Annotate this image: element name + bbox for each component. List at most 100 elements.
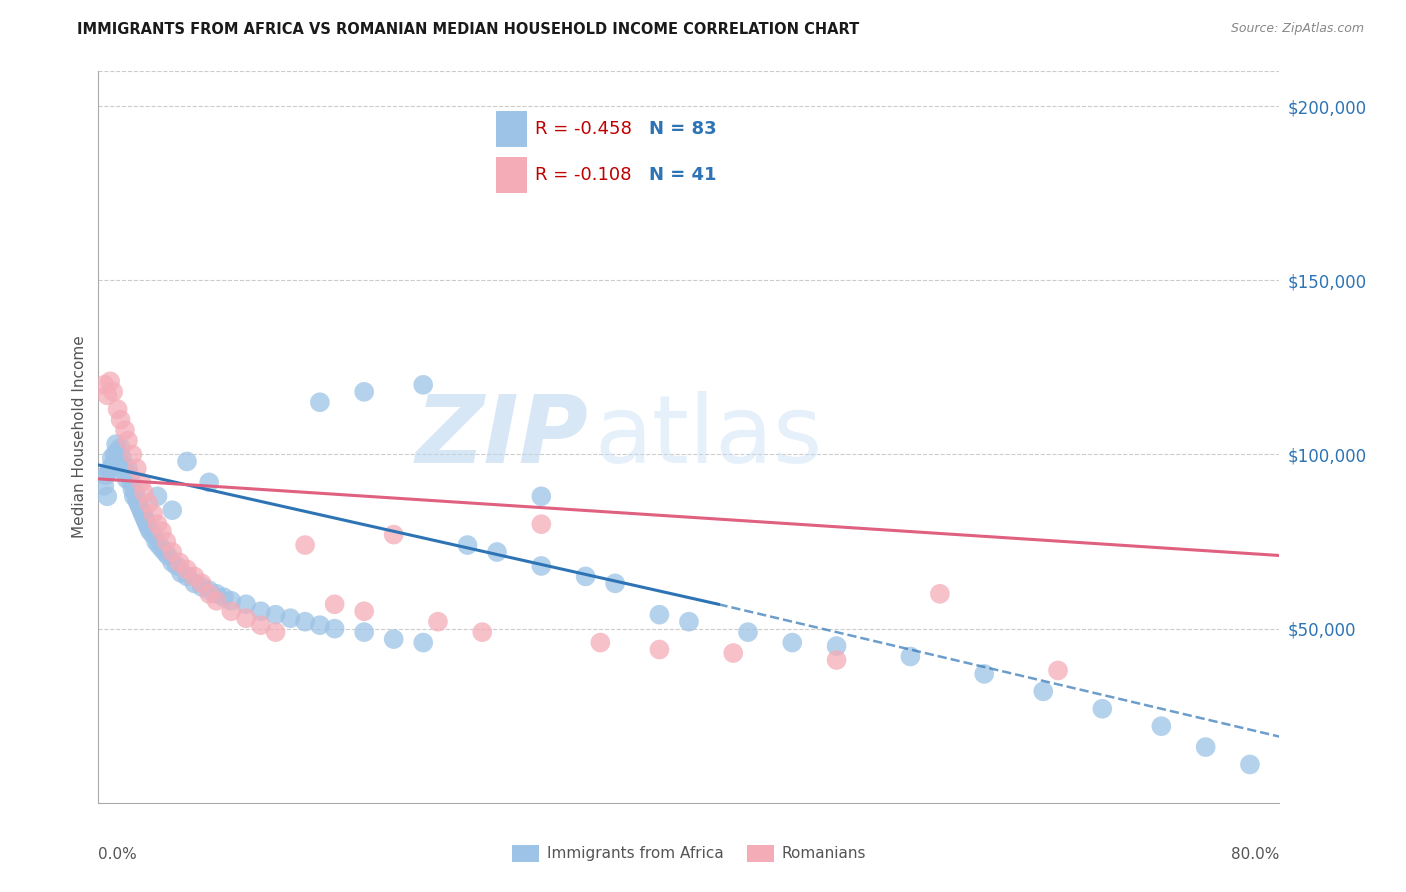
- Point: [309, 395, 332, 409]
- Point: [280, 611, 302, 625]
- Point: [678, 615, 700, 629]
- Point: [134, 485, 156, 500]
- Point: [353, 625, 375, 640]
- Point: [162, 503, 183, 517]
- Point: [589, 635, 612, 649]
- Point: [103, 384, 125, 399]
- Point: [176, 562, 198, 576]
- Point: [100, 450, 122, 465]
- Point: [114, 423, 136, 437]
- Point: [1047, 664, 1070, 678]
- Point: [382, 527, 405, 541]
- Point: [323, 597, 346, 611]
- Text: IMMIGRANTS FROM AFRICA VS ROMANIAN MEDIAN HOUSEHOLD INCOME CORRELATION CHART: IMMIGRANTS FROM AFRICA VS ROMANIAN MEDIA…: [77, 22, 859, 37]
- Point: [145, 534, 167, 549]
- Point: [929, 587, 952, 601]
- Point: [250, 604, 273, 618]
- Point: [128, 500, 150, 514]
- Point: [212, 591, 235, 605]
- Point: [1195, 740, 1218, 755]
- Point: [412, 635, 434, 649]
- Point: [169, 556, 191, 570]
- Point: [575, 569, 598, 583]
- Point: [323, 622, 346, 636]
- Point: [132, 507, 155, 521]
- Point: [309, 618, 332, 632]
- Point: [825, 639, 848, 653]
- Point: [148, 538, 170, 552]
- Point: [294, 615, 316, 629]
- Point: [382, 632, 405, 646]
- Point: [110, 412, 132, 426]
- Text: 0.0%: 0.0%: [98, 847, 138, 862]
- Point: [198, 475, 221, 490]
- Point: [134, 510, 156, 524]
- Point: [125, 461, 148, 475]
- Point: [139, 524, 162, 538]
- Point: [191, 580, 214, 594]
- Point: [183, 576, 205, 591]
- Point: [121, 483, 143, 497]
- Point: [723, 646, 745, 660]
- Point: [146, 489, 169, 503]
- Point: [129, 503, 152, 517]
- Point: [117, 461, 139, 475]
- Point: [136, 517, 159, 532]
- Point: [105, 437, 128, 451]
- Point: [142, 527, 165, 541]
- Point: [96, 388, 118, 402]
- Point: [94, 468, 117, 483]
- Point: [176, 569, 198, 583]
- Point: [737, 625, 759, 640]
- Point: [427, 615, 450, 629]
- Point: [135, 514, 157, 528]
- Point: [125, 492, 148, 507]
- Point: [264, 607, 287, 622]
- Point: [142, 507, 165, 521]
- Point: [129, 475, 152, 490]
- Point: [825, 653, 848, 667]
- Point: [98, 375, 121, 389]
- Point: [111, 450, 134, 465]
- Point: [221, 604, 243, 618]
- Point: [96, 489, 118, 503]
- Point: [108, 454, 131, 468]
- Point: [264, 625, 287, 640]
- Point: [457, 538, 479, 552]
- Point: [162, 545, 183, 559]
- Point: [205, 587, 228, 601]
- Point: [150, 541, 173, 556]
- Point: [138, 496, 160, 510]
- Point: [353, 384, 375, 399]
- Point: [98, 461, 121, 475]
- Point: [150, 524, 173, 538]
- Text: Source: ZipAtlas.com: Source: ZipAtlas.com: [1230, 22, 1364, 36]
- Point: [114, 465, 136, 479]
- Point: [110, 441, 132, 455]
- Point: [146, 517, 169, 532]
- Legend: Immigrants from Africa, Romanians: Immigrants from Africa, Romanians: [506, 838, 872, 868]
- Point: [221, 594, 243, 608]
- Point: [97, 465, 120, 479]
- Point: [782, 635, 804, 649]
- Point: [107, 444, 129, 458]
- Point: [117, 434, 139, 448]
- Point: [93, 377, 115, 392]
- Point: [120, 475, 142, 490]
- Point: [153, 545, 176, 559]
- Point: [1239, 757, 1261, 772]
- Point: [191, 576, 214, 591]
- Point: [124, 485, 146, 500]
- Point: [486, 545, 509, 559]
- Point: [530, 517, 553, 532]
- Point: [103, 458, 125, 472]
- Point: [198, 587, 221, 601]
- Point: [112, 458, 135, 472]
- Point: [162, 556, 183, 570]
- Point: [155, 534, 177, 549]
- Point: [176, 454, 198, 468]
- Point: [294, 538, 316, 552]
- Point: [170, 566, 193, 580]
- Point: [104, 448, 127, 462]
- Point: [605, 576, 627, 591]
